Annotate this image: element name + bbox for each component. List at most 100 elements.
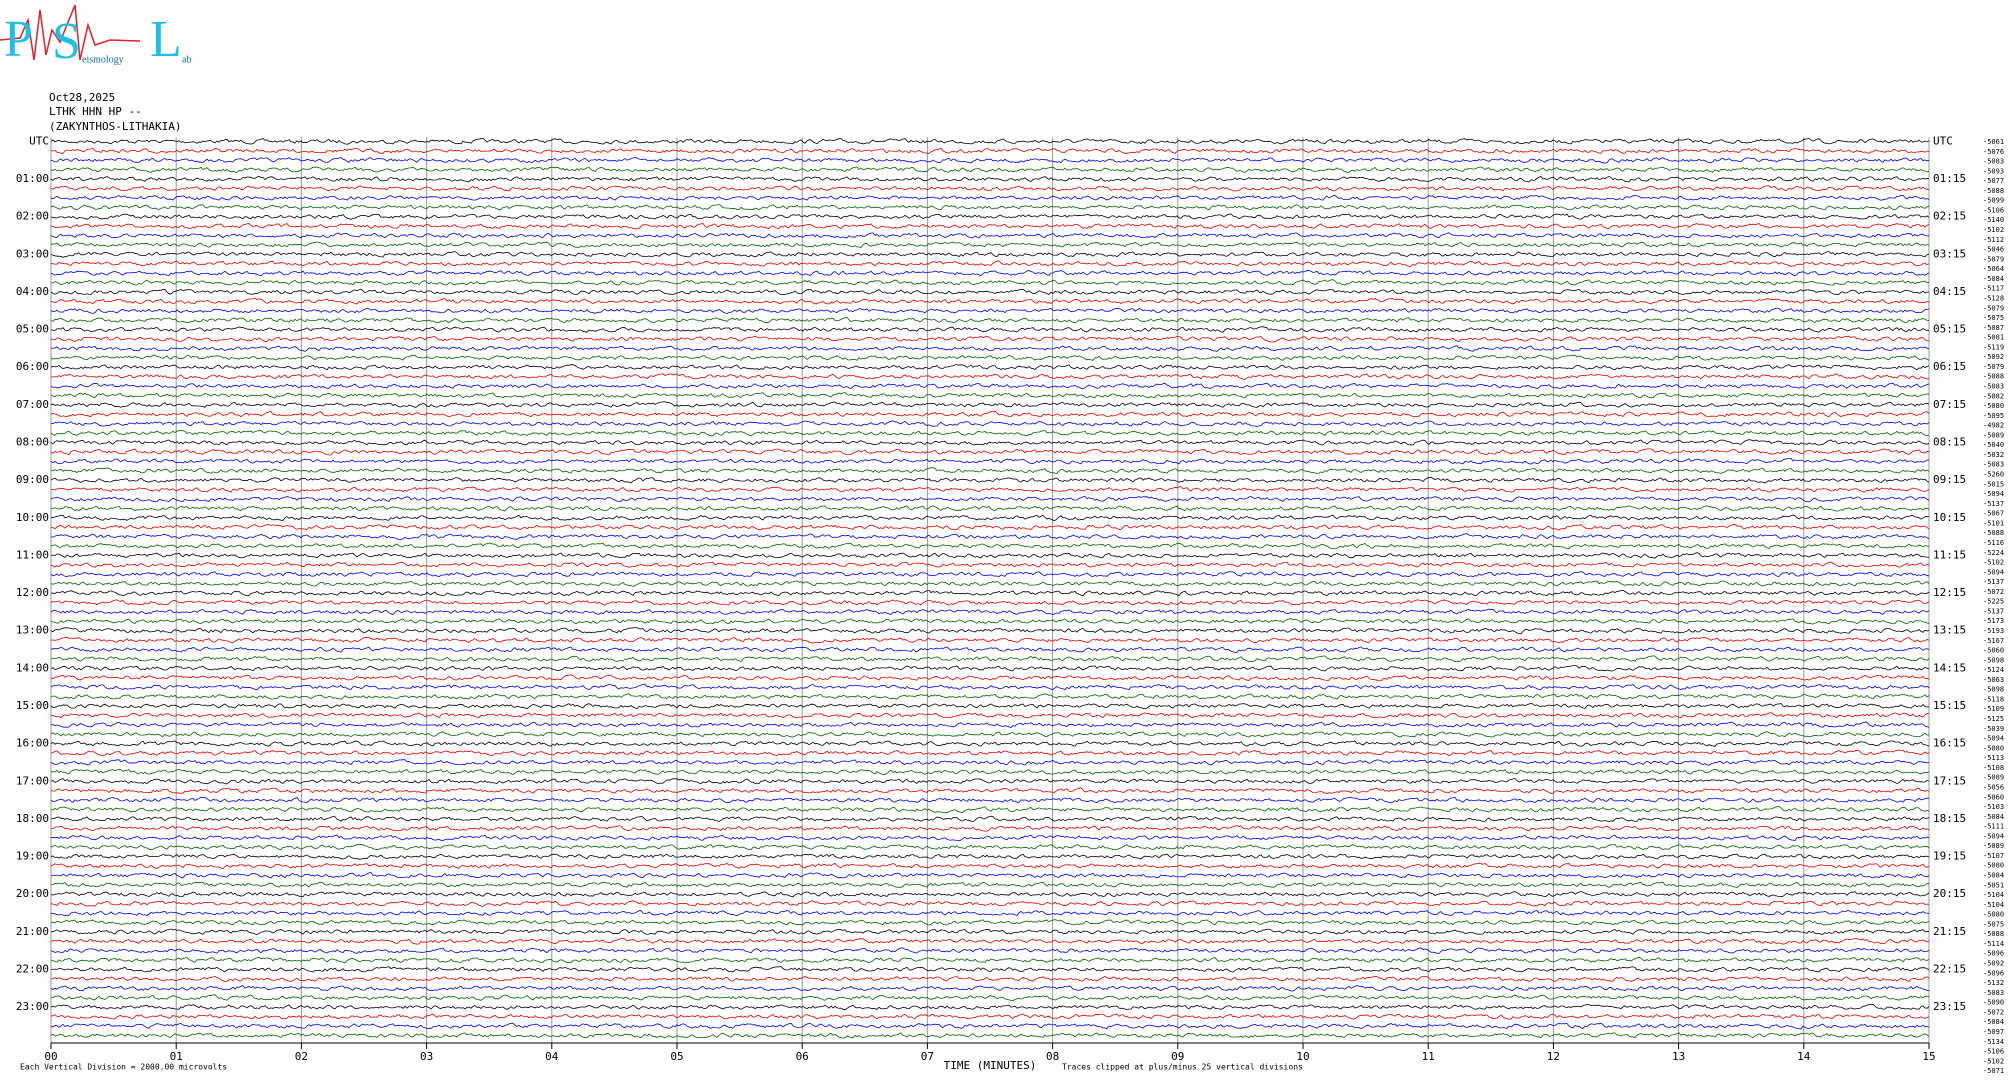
trace-offset-label: -5088: [1983, 373, 2004, 381]
trace-offset-label: -5032: [1983, 451, 2004, 459]
trace-offset-label: -5083: [1983, 461, 2004, 469]
trace: [50, 740, 1930, 747]
trace-offset-label: -5084: [1983, 1018, 2004, 1026]
trace-offset-label: -5106: [1983, 1048, 2004, 1056]
trace-offset-label: -5102: [1983, 226, 2004, 234]
trace-offset-label: -5114: [1983, 940, 2004, 948]
trace-offset-label: -5097: [1983, 1028, 2004, 1036]
trace: [50, 806, 1930, 814]
trace: [50, 749, 1930, 757]
trace: [50, 928, 1930, 935]
trace: [50, 448, 1930, 456]
trace: [50, 476, 1930, 484]
trace-offset-label: -5167: [1983, 637, 2004, 645]
trace: [50, 401, 1930, 408]
right-time-label: 18:15: [1933, 812, 1966, 825]
trace-offset-label: -5089: [1983, 774, 2004, 782]
right-time-label: 10:15: [1933, 511, 1966, 524]
trace-offset-label: -5134: [1983, 1038, 2004, 1046]
logo-letter: L: [150, 11, 182, 68]
trace: [50, 815, 1930, 823]
trace-offset-label: -5072: [1983, 588, 2004, 596]
trace-offset-label: -5075: [1983, 314, 2004, 322]
trace-offset-label: -5093: [1983, 167, 2004, 175]
trace: [50, 674, 1930, 682]
trace-offset-label: -5118: [1983, 695, 2004, 703]
trace: [50, 947, 1930, 954]
trace-offset-label: -5137: [1983, 578, 2004, 586]
trace: [50, 862, 1930, 870]
trace-offset-label: -5084: [1983, 813, 2004, 821]
left-time-label: 12:00: [16, 586, 49, 599]
header-line: Oct28,2025: [49, 91, 115, 104]
grid: [50, 137, 1930, 1043]
logo-wave: [0, 4, 141, 61]
trace-offset-label: -5090: [1983, 999, 2004, 1007]
left-time-label: 03:00: [16, 247, 49, 260]
trace-offset-label: -5067: [1983, 510, 2004, 518]
trace-offset-label: -5132: [1983, 979, 2004, 987]
trace: [50, 646, 1930, 653]
trace: [50, 496, 1930, 503]
trace: [50, 354, 1930, 361]
logo-letter: S: [52, 13, 81, 70]
trace-offset-label: -5064: [1983, 265, 2004, 273]
trace: [50, 175, 1930, 183]
trace: [50, 1022, 1930, 1030]
trace-offset-label: -5094: [1983, 832, 2004, 840]
trace: [50, 147, 1930, 154]
x-tick-label: 00: [44, 1050, 57, 1063]
trace: [50, 523, 1930, 531]
trace: [50, 721, 1930, 728]
trace: [50, 985, 1930, 992]
right-time-label: 12:15: [1933, 586, 1966, 599]
right-time-label: 01:15: [1933, 172, 1966, 185]
trace: [50, 627, 1930, 635]
trace: [50, 279, 1930, 286]
trace: [50, 241, 1930, 248]
trace-offset-label: -5088: [1983, 187, 2004, 195]
right-time-label: 20:15: [1933, 887, 1966, 900]
x-axis-title: TIME (MINUTES): [944, 1059, 1037, 1072]
x-tick-label: 01: [170, 1050, 183, 1063]
trace-offset-label: -5119: [1983, 343, 2004, 351]
trace: [50, 533, 1930, 540]
trace: [50, 552, 1930, 559]
trace: [50, 213, 1930, 220]
trace-offset-label: -5101: [1983, 519, 2004, 527]
right-time-label: 15:15: [1933, 699, 1966, 712]
trace-offset-label: -5098: [1983, 656, 2004, 664]
left-time-label: 09:00: [16, 473, 49, 486]
right-time-label: 03:15: [1933, 247, 1966, 260]
trace-offset-label: -5015: [1983, 480, 2004, 488]
trace-offset-label: -5117: [1983, 285, 2004, 293]
trace: [50, 618, 1930, 625]
trace: [51, 975, 1930, 982]
trace: [50, 316, 1930, 324]
trace: [50, 392, 1930, 399]
trace-offset-label: -5124: [1983, 666, 2004, 674]
trace: [50, 364, 1930, 371]
trace-offset-label: -5116: [1983, 539, 2004, 547]
trace-offset-label: -5089: [1983, 842, 2004, 850]
trace-offset-label: -5080: [1983, 911, 2004, 919]
right-time-label: 05:15: [1933, 323, 1966, 336]
trace-offset-label: -5137: [1983, 500, 2004, 508]
left-time-label: 04:00: [16, 285, 49, 298]
trace: [50, 410, 1930, 418]
trace: [50, 514, 1929, 521]
logo-small: ab: [182, 54, 191, 65]
trace-offset-label: -5103: [1983, 803, 2004, 811]
trace: [50, 571, 1930, 578]
left-time-label: 17:00: [16, 774, 49, 787]
left-time-label: 07:00: [16, 398, 49, 411]
trace-offset-label: -5224: [1983, 549, 2004, 557]
trace-offset-label: -5088: [1983, 930, 2004, 938]
trace: [50, 1003, 1930, 1011]
trace: [50, 457, 1930, 465]
left-time-label: 11:00: [16, 548, 49, 561]
left-time-label: 20:00: [16, 887, 49, 900]
trace-offset-label: -5079: [1983, 304, 2004, 312]
left-time-label: 10:00: [16, 511, 49, 524]
trace-offset-label: -5107: [1983, 852, 2004, 860]
